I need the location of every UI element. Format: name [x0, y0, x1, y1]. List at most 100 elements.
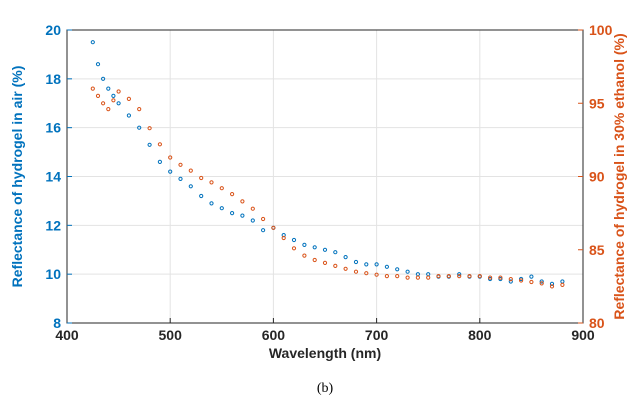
data-point-ethanol	[230, 192, 235, 197]
data-point-ethanol	[209, 180, 214, 185]
data-point-ethanol	[343, 266, 348, 271]
data-point-ethanol	[240, 199, 245, 204]
data-point-ethanol	[147, 126, 152, 131]
y-right-tick-label: 90	[589, 169, 605, 185]
data-point-ethanol	[312, 257, 317, 263]
data-point-ethanol	[188, 168, 193, 173]
data-point-air	[126, 113, 131, 118]
data-point-air	[137, 125, 142, 130]
data-point-ethanol	[488, 275, 493, 280]
data-point-ethanol	[384, 274, 389, 279]
y-axis-right-title: Reflectance of hydrogel in 30% ethanol (…	[611, 33, 627, 319]
y-left-tick-label: 12	[45, 217, 61, 233]
data-point-air	[209, 201, 214, 206]
data-point-ethanol	[333, 263, 338, 268]
data-point-air	[230, 211, 235, 216]
x-tick-label: 500	[159, 327, 183, 343]
y-right-tick-label: 85	[589, 242, 605, 258]
data-point-ethanol	[508, 277, 513, 282]
data-point-air	[219, 206, 224, 211]
data-point-ethanol	[111, 98, 116, 103]
data-point-ethanol	[405, 275, 410, 280]
series-air	[90, 40, 565, 286]
data-point-ethanol	[415, 275, 420, 280]
y-left-tick-label: 10	[45, 266, 61, 282]
data-point-ethanol	[157, 142, 162, 147]
data-point-ethanol	[168, 155, 173, 160]
data-point-air	[353, 259, 359, 265]
data-point-ethanol	[549, 284, 555, 289]
y-right-tick-label: 100	[589, 22, 613, 38]
data-point-ethanol	[101, 101, 106, 106]
x-tick-label: 900	[571, 327, 595, 343]
data-point-ethanol	[178, 162, 183, 167]
x-tick-label: 600	[262, 327, 286, 343]
data-point-air	[168, 169, 173, 174]
data-point-ethanol	[395, 274, 400, 279]
data-point-air	[498, 276, 503, 282]
x-axis-title: Wavelength (nm)	[269, 345, 381, 361]
data-point-ethanol	[457, 274, 462, 279]
data-point-air	[519, 276, 524, 282]
data-point-air	[395, 267, 400, 272]
x-tick-label: 800	[468, 327, 492, 343]
data-point-air	[291, 237, 297, 243]
data-point-air	[111, 93, 116, 99]
data-point-air	[312, 245, 317, 250]
data-point-air	[95, 62, 101, 67]
data-point-air	[90, 40, 95, 45]
data-point-ethanol	[106, 107, 111, 112]
data-point-air	[116, 101, 121, 106]
data-point-ethanol	[519, 278, 524, 283]
data-layer	[90, 40, 565, 289]
y-right-tick-label: 80	[589, 315, 605, 331]
data-point-ethanol	[281, 235, 286, 241]
data-point-air	[508, 279, 513, 284]
y-left-tick-label: 16	[45, 120, 61, 136]
data-point-ethanol	[529, 279, 534, 285]
data-point-ethanol	[467, 274, 472, 279]
data-point-air	[457, 272, 462, 277]
data-point-air	[549, 281, 555, 286]
data-point-air	[488, 276, 493, 282]
data-point-air	[374, 262, 379, 267]
data-point-air	[384, 264, 389, 269]
data-point-ethanol	[291, 246, 297, 251]
data-point-ethanol	[436, 274, 441, 279]
data-point-air	[199, 193, 204, 199]
data-point-ethanol	[446, 274, 451, 279]
data-point-ethanol	[199, 175, 204, 181]
data-point-ethanol	[477, 274, 482, 279]
grid-layer	[66, 29, 584, 324]
data-point-ethanol	[90, 86, 95, 91]
data-point-ethanol	[498, 275, 503, 280]
data-point-ethanol	[261, 216, 266, 222]
data-point-ethanol	[116, 89, 121, 94]
data-point-air	[405, 269, 410, 274]
y-left-tick-label: 20	[45, 22, 61, 38]
data-point-ethanol	[126, 96, 131, 102]
data-point-air	[302, 242, 307, 247]
data-point-air	[343, 255, 348, 260]
data-point-air	[157, 159, 162, 164]
data-point-air	[240, 213, 245, 218]
x-tick-label: 700	[365, 327, 389, 343]
y-left-tick-label: 14	[45, 169, 61, 185]
series-ethanol	[90, 86, 565, 289]
data-point-ethanol	[137, 107, 142, 112]
data-point-ethanol	[250, 206, 255, 211]
data-point-ethanol	[560, 282, 565, 287]
y-left-tick-label: 18	[45, 71, 61, 87]
figure-caption: (b)	[317, 381, 334, 396]
data-point-ethanol	[219, 186, 224, 191]
data-point-air	[188, 184, 193, 189]
data-point-air	[178, 176, 183, 181]
data-point-air	[147, 142, 152, 147]
data-point-ethanol	[353, 269, 359, 274]
data-point-air	[333, 250, 338, 255]
data-point-air	[106, 86, 111, 91]
tick-layer: 400 500 600 700 800 900 8 10 12 14 16 18 20 80 85 90 95 1…	[45, 22, 612, 343]
data-point-air	[261, 228, 266, 233]
y-right-tick-label: 95	[589, 95, 605, 111]
